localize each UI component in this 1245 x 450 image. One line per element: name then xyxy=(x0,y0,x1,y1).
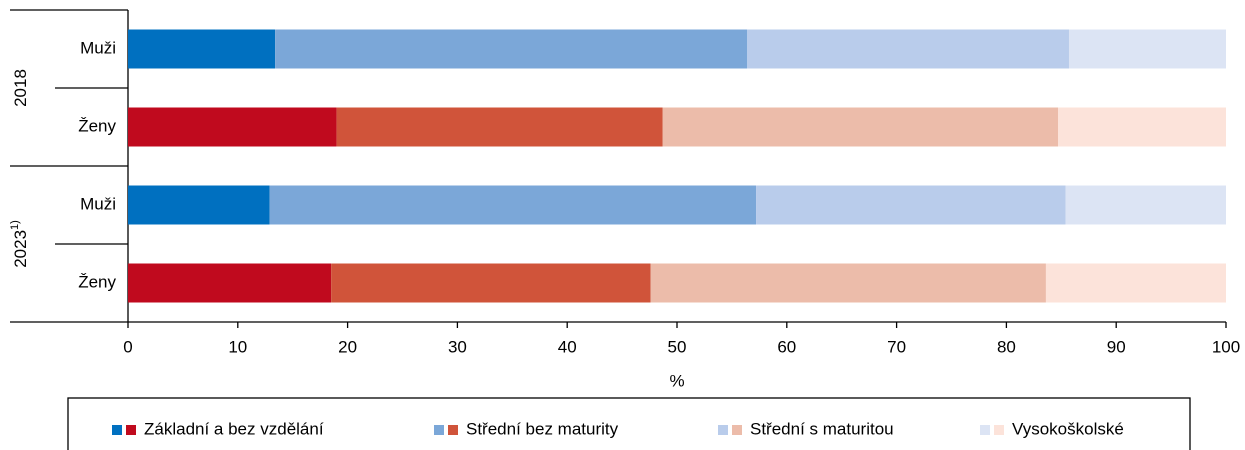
legend-swatch xyxy=(718,425,728,435)
bar-segment xyxy=(756,185,1066,225)
bar-segment xyxy=(331,263,651,303)
x-tick-label: 20 xyxy=(338,337,357,356)
bar-segment xyxy=(275,29,748,69)
x-axis-label: % xyxy=(669,371,684,390)
legend-box xyxy=(67,397,1191,450)
legend-swatch xyxy=(448,425,458,435)
y-tick-label: Muži xyxy=(80,38,116,57)
bar-segment xyxy=(650,263,1046,303)
bar-segment xyxy=(662,107,1059,147)
y-tick-label: Ženy xyxy=(78,272,116,291)
bar-segment xyxy=(1065,185,1226,225)
bar-segment xyxy=(336,107,663,147)
y-tick-label: Ženy xyxy=(78,116,116,135)
x-tick-label: 90 xyxy=(1107,337,1126,356)
x-tick-label: 50 xyxy=(668,337,687,356)
x-tick-label: 100 xyxy=(1212,337,1240,356)
group-label: 2018 xyxy=(11,69,30,107)
bar-segment xyxy=(747,29,1069,69)
x-tick-label: 40 xyxy=(558,337,577,356)
legend-swatch xyxy=(980,425,990,435)
y-tick-label: Muži xyxy=(80,194,116,213)
bar-segment xyxy=(128,29,276,69)
x-tick-label: 10 xyxy=(228,337,247,356)
x-tick-label: 70 xyxy=(887,337,906,356)
group-label-note: 1) xyxy=(9,220,21,230)
x-tick-label: 60 xyxy=(777,337,796,356)
legend-swatch xyxy=(126,425,136,435)
legend-label: Střední s maturitou xyxy=(750,419,894,438)
group-label: 20231) xyxy=(9,220,31,268)
group-label-text: 2018 xyxy=(11,69,30,107)
legend-label: Vysokoškolské xyxy=(1012,419,1124,438)
bar-segment xyxy=(269,185,757,225)
legend-label: Střední bez maturity xyxy=(466,419,619,438)
bar-segment xyxy=(128,107,337,147)
legend-swatch xyxy=(112,425,122,435)
x-tick-label: 30 xyxy=(448,337,467,356)
legend-swatch xyxy=(434,425,444,435)
bar-segment xyxy=(128,185,270,225)
bar-segment xyxy=(1058,107,1226,147)
legend-swatch xyxy=(994,425,1004,435)
legend-label: Základní a bez vzdělání xyxy=(144,419,324,438)
bar-segment xyxy=(128,263,332,303)
x-tick-label: 0 xyxy=(123,337,132,356)
x-tick-label: 80 xyxy=(997,337,1016,356)
legend-swatch xyxy=(732,425,742,435)
bar-segment xyxy=(1068,29,1226,69)
bar-segment xyxy=(1045,263,1226,303)
group-label-text: 2023 xyxy=(11,230,30,268)
